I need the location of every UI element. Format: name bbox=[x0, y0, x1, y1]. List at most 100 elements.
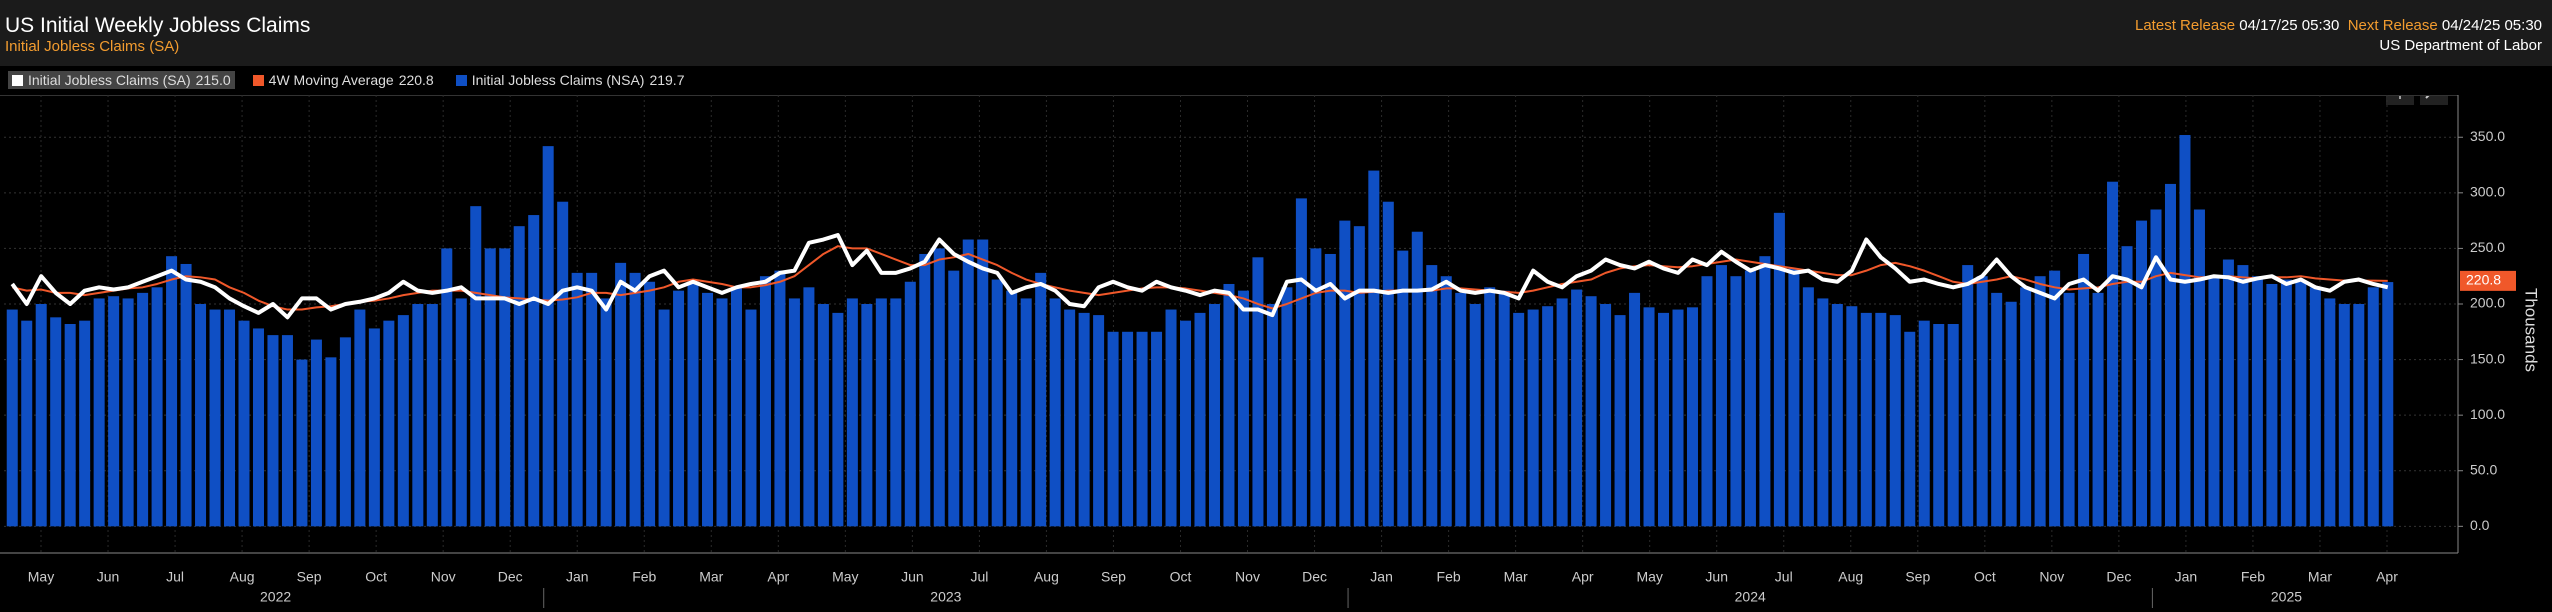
line bbox=[10, 233, 2389, 320]
bar bbox=[195, 303, 207, 527]
bar bbox=[151, 287, 163, 527]
bar bbox=[354, 309, 366, 527]
toolbar[interactable] bbox=[2386, 95, 2448, 105]
zoom-button[interactable] bbox=[2420, 95, 2448, 105]
y-tick-label: 100.0 bbox=[2470, 406, 2505, 422]
bar bbox=[1136, 331, 1148, 527]
bar bbox=[600, 298, 612, 527]
bar bbox=[1744, 270, 1756, 527]
bar bbox=[528, 215, 540, 527]
bar bbox=[1382, 201, 1394, 527]
x-tick-label: May bbox=[28, 569, 54, 585]
bar bbox=[2367, 287, 2379, 527]
legend-swatch bbox=[252, 74, 264, 86]
bar bbox=[339, 337, 351, 527]
x-tick-label: Sep bbox=[297, 569, 322, 585]
x-tick-label: Dec bbox=[498, 569, 523, 585]
bar bbox=[1237, 290, 1249, 527]
bar bbox=[1846, 306, 1858, 527]
bar bbox=[977, 239, 989, 527]
bar bbox=[1947, 324, 1959, 527]
bar bbox=[702, 292, 714, 527]
x-tick-label: Mar bbox=[1504, 569, 1528, 585]
bar bbox=[557, 201, 569, 527]
bar bbox=[1513, 312, 1525, 527]
bar bbox=[1223, 283, 1235, 527]
x-tick-label: Jul bbox=[970, 569, 988, 585]
bar bbox=[1006, 290, 1018, 527]
bar bbox=[2280, 279, 2292, 527]
bar bbox=[1339, 220, 1351, 527]
bar bbox=[1817, 298, 1829, 527]
bar bbox=[1151, 331, 1163, 527]
bar bbox=[21, 320, 33, 527]
bar bbox=[2049, 270, 2061, 527]
bar bbox=[615, 262, 627, 527]
bar bbox=[426, 303, 438, 527]
bar bbox=[1397, 250, 1409, 527]
bar bbox=[774, 270, 786, 527]
legend-swatch bbox=[455, 74, 467, 86]
bar bbox=[238, 320, 250, 527]
bar bbox=[1078, 312, 1090, 527]
bar bbox=[2237, 265, 2249, 527]
bar bbox=[209, 309, 221, 527]
bar bbox=[788, 298, 800, 527]
bar bbox=[1122, 331, 1134, 527]
bar bbox=[1180, 320, 1192, 527]
bar bbox=[1252, 257, 1264, 527]
bar bbox=[1614, 315, 1626, 527]
bar bbox=[2136, 220, 2148, 527]
bar bbox=[1093, 315, 1105, 527]
legend: Initial Jobless Claims (SA) 215.0 4W Movin… bbox=[8, 69, 703, 91]
bar bbox=[644, 281, 656, 527]
x-tick-label: Jan bbox=[2175, 569, 2198, 585]
title: US Initial Weekly Jobless Claims bbox=[5, 14, 311, 37]
bar bbox=[2382, 282, 2394, 527]
bar bbox=[513, 226, 525, 527]
bar bbox=[1585, 296, 1597, 527]
x-tick-label: Feb bbox=[1437, 569, 1461, 585]
bar bbox=[962, 239, 974, 527]
header: US Initial Weekly Jobless Claims Initial… bbox=[0, 0, 2552, 66]
source: US Department of Labor bbox=[2379, 37, 2542, 54]
bar bbox=[2266, 283, 2278, 527]
legend-item[interactable]: 4W Moving Average 220.8 bbox=[249, 71, 438, 89]
x-tick-label: Apr bbox=[1572, 569, 1594, 585]
crosshair-icon bbox=[2399, 95, 2401, 99]
bar bbox=[1672, 309, 1684, 527]
bar bbox=[817, 303, 829, 527]
bar bbox=[1556, 298, 1568, 527]
year-label: 2025 bbox=[2271, 589, 2302, 605]
bar bbox=[1629, 292, 1641, 527]
bar bbox=[64, 324, 76, 527]
bar bbox=[1701, 276, 1713, 527]
bar bbox=[1484, 287, 1496, 527]
bar bbox=[1208, 303, 1220, 527]
x-tick-label: Oct bbox=[1974, 569, 1996, 585]
bar bbox=[2222, 259, 2234, 527]
bar bbox=[166, 256, 178, 527]
crosshair-button[interactable] bbox=[2386, 95, 2414, 105]
bar bbox=[1426, 265, 1438, 527]
bar bbox=[2164, 183, 2176, 527]
x-tick-label: Dec bbox=[2106, 569, 2131, 585]
bar bbox=[803, 287, 815, 527]
bar bbox=[6, 309, 18, 527]
bar bbox=[571, 272, 583, 527]
bar bbox=[1788, 268, 1800, 527]
next-release: 04/24/25 05:30 bbox=[2441, 17, 2542, 34]
value-tag-label: 220.8 bbox=[2466, 272, 2501, 288]
bar bbox=[586, 272, 598, 527]
legend-item[interactable]: Initial Jobless Claims (SA) 215.0 bbox=[8, 71, 235, 89]
bar bbox=[673, 290, 685, 527]
bar bbox=[296, 359, 308, 527]
bar bbox=[1571, 289, 1583, 527]
x-tick-label: Aug bbox=[1034, 569, 1059, 585]
legend-value: 219.7 bbox=[649, 72, 685, 88]
bar bbox=[991, 279, 1003, 527]
bar bbox=[1933, 324, 1945, 527]
y-tick-label: 250.0 bbox=[2470, 239, 2505, 255]
bar bbox=[499, 248, 511, 527]
legend-item[interactable]: Initial Jobless Claims (NSA) 219.7 bbox=[452, 71, 689, 89]
